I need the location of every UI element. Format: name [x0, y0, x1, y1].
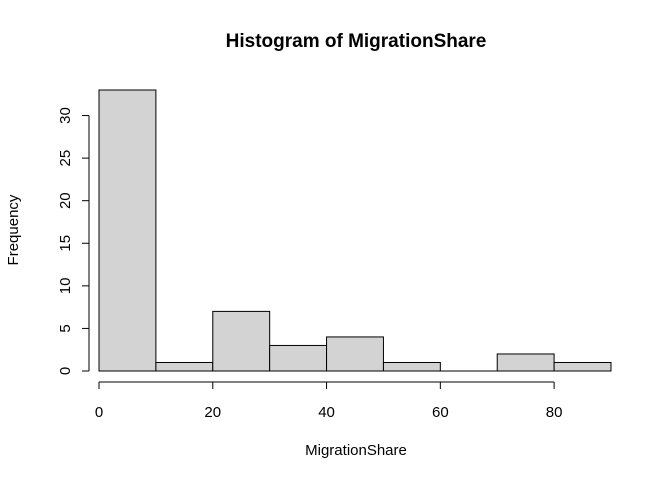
y-tick-label: 15: [57, 235, 74, 252]
y-tick-label: 5: [57, 324, 74, 332]
histogram-bar: [269, 344, 328, 372]
bars-group: [98, 89, 612, 372]
histogram-bar: [553, 361, 612, 372]
histogram-bar: [98, 89, 157, 372]
x-axis-label: MigrationShare: [305, 442, 407, 459]
histogram-bar: [382, 361, 441, 372]
histogram-bar: [212, 310, 271, 372]
y-axis: 0 5 10 15 20 25 30: [57, 107, 90, 375]
x-axis: 0 20 40 60 80: [95, 381, 563, 421]
y-tick-label: 30: [57, 107, 74, 124]
x-tick-label: 80: [546, 404, 563, 421]
y-tick-label: 0: [57, 367, 74, 375]
histogram-bar: [326, 336, 384, 372]
x-tick-label: 0: [95, 404, 103, 421]
x-tick-label: 20: [204, 404, 221, 421]
x-tick-label: 60: [432, 404, 449, 421]
y-tick-label: 25: [57, 150, 74, 167]
y-tick-label: 20: [57, 192, 74, 209]
histogram-bar: [155, 361, 214, 372]
chart-title: Histogram of MigrationShare: [226, 31, 487, 52]
y-tick-label: 10: [57, 278, 74, 295]
x-tick-label: 40: [318, 404, 335, 421]
y-axis-label: Frequency: [5, 194, 22, 265]
histogram-bar: [496, 353, 555, 372]
